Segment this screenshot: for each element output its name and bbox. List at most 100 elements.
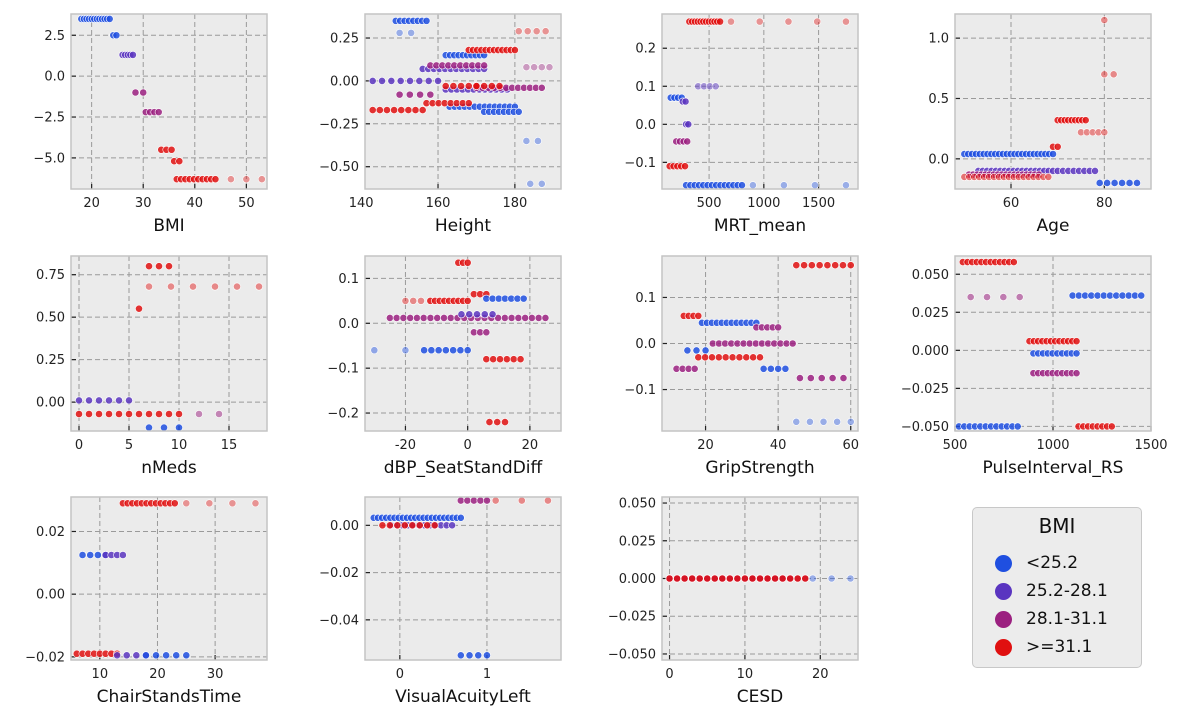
data-point xyxy=(1137,291,1146,300)
data-point xyxy=(728,353,737,362)
data-point xyxy=(405,90,414,99)
y-tick-label: 1.0 xyxy=(928,32,949,47)
data-point xyxy=(480,310,489,319)
data-point xyxy=(1077,128,1085,137)
data-point xyxy=(404,106,413,114)
x-tick-label: 140 xyxy=(349,196,374,211)
data-point xyxy=(167,145,176,154)
legend-marker-magenta xyxy=(995,610,1012,628)
y-tick-label: −0.025 xyxy=(901,382,949,397)
data-point xyxy=(495,82,504,90)
data-point xyxy=(514,314,523,322)
plot-area xyxy=(71,256,267,431)
data-point xyxy=(483,651,491,660)
x-tick-label: 20 xyxy=(812,667,829,682)
y-tick-label: 2.5 xyxy=(44,29,65,44)
plot-frame xyxy=(661,255,859,432)
data-point xyxy=(255,282,263,291)
x-tick-label: 15 xyxy=(221,438,238,453)
x-tick-label: 30 xyxy=(207,667,224,682)
data-point xyxy=(530,63,538,72)
plot-frame xyxy=(70,255,268,432)
data-point xyxy=(1072,369,1081,378)
y-tick-label: −2.5 xyxy=(33,111,65,126)
legend-label: <25.2 xyxy=(1026,553,1079,573)
legend-label: 28.1-31.1 xyxy=(1026,609,1108,629)
data-point xyxy=(139,88,148,97)
x-tick-label: 1 xyxy=(483,667,491,682)
data-point xyxy=(522,137,531,145)
data-point xyxy=(456,346,465,355)
data-point xyxy=(694,311,703,320)
data-point xyxy=(115,410,123,418)
data-point xyxy=(118,551,127,559)
legend-item-25-2-28-1: 25.2-28.1 xyxy=(995,578,1108,604)
plot-frame xyxy=(954,255,1152,432)
data-point xyxy=(441,346,450,355)
data-point xyxy=(501,418,509,426)
data-point xyxy=(226,175,235,184)
data-point xyxy=(808,574,817,583)
x-tick-label: 20 xyxy=(522,438,539,453)
y-tick-label: 0.25 xyxy=(330,32,359,47)
data-point xyxy=(815,261,824,270)
data-point xyxy=(839,261,847,270)
data-point xyxy=(407,28,416,37)
plot-frame xyxy=(364,496,562,661)
data-point xyxy=(401,296,410,305)
data-point xyxy=(701,346,710,355)
data-point xyxy=(170,499,179,508)
data-point xyxy=(788,339,797,348)
data-point xyxy=(749,353,758,362)
data-point xyxy=(742,353,751,362)
data-point xyxy=(155,410,163,418)
data-point xyxy=(534,314,543,322)
data-point xyxy=(182,499,191,508)
data-point xyxy=(392,314,401,322)
data-point xyxy=(375,106,384,114)
data-point xyxy=(422,16,431,25)
data-point xyxy=(819,417,828,426)
legend-item-gte-31-1: >=31.1 xyxy=(995,634,1092,660)
data-point xyxy=(784,17,793,26)
data-point xyxy=(390,106,398,114)
data-point xyxy=(125,410,133,418)
y-tick-label: 0.025 xyxy=(619,534,656,549)
data-point xyxy=(514,27,523,36)
y-tick-label: 0.1 xyxy=(635,291,656,306)
y-tick-label: 0.50 xyxy=(36,311,65,326)
data-point xyxy=(811,181,819,190)
data-point xyxy=(771,574,779,583)
data-point xyxy=(441,82,450,90)
y-tick-label: −0.02 xyxy=(319,566,359,581)
y-tick-label: 0.75 xyxy=(36,268,65,283)
y-tick-label: 0.2 xyxy=(635,42,656,57)
data-point xyxy=(786,574,795,583)
data-point xyxy=(1107,422,1116,431)
data-point xyxy=(434,77,442,85)
x-axis-label: BMI xyxy=(153,216,184,236)
data-point xyxy=(457,310,466,319)
data-point xyxy=(681,97,690,106)
data-point xyxy=(1109,70,1118,79)
y-tick-label: −0.1 xyxy=(624,383,656,398)
data-point xyxy=(823,261,832,270)
y-tick-label: 0.0 xyxy=(338,317,359,332)
data-point xyxy=(759,364,768,373)
data-point xyxy=(489,355,498,364)
data-point xyxy=(780,181,788,190)
data-point xyxy=(205,499,214,508)
data-point xyxy=(368,77,377,85)
data-point xyxy=(1049,150,1057,158)
x-tick-label: 500 xyxy=(943,438,968,453)
data-point xyxy=(491,496,500,505)
data-point xyxy=(703,574,712,583)
x-tick-label: 20 xyxy=(149,667,166,682)
data-point xyxy=(755,17,764,26)
y-tick-label: −0.1 xyxy=(624,156,656,171)
data-point xyxy=(423,521,432,530)
data-point xyxy=(378,521,387,530)
data-point xyxy=(999,293,1008,301)
x-tick-label: 10 xyxy=(737,667,754,682)
x-axis-label: CESD xyxy=(737,687,784,707)
